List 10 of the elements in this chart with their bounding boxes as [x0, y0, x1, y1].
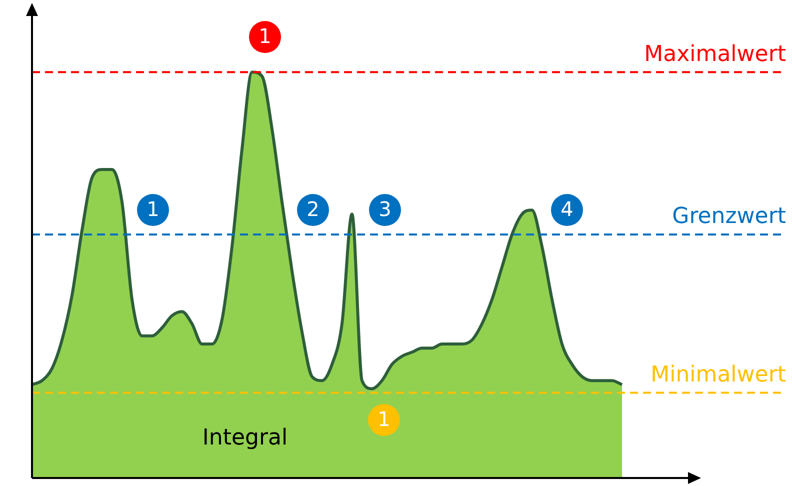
ref-line-label: Maximalwert — [644, 42, 786, 67]
annotation: 1 — [146, 197, 160, 222]
annotation: 3 — [378, 197, 392, 222]
text: 1 — [258, 24, 272, 48]
ref-line-label: Minimalwert — [650, 362, 786, 388]
annotation: Integral — [202, 426, 288, 451]
annotation: 1 — [378, 407, 390, 432]
annotation: 2 — [306, 197, 320, 222]
annotation: 4 — [560, 197, 574, 222]
ref-line-label: Grenzwert — [672, 204, 786, 230]
